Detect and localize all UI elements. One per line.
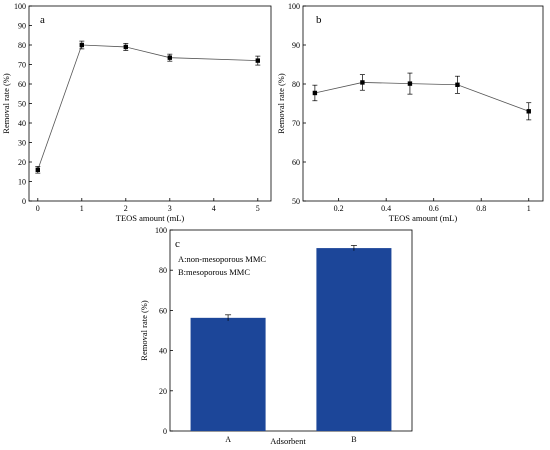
data-point-b [360,80,365,85]
data-point-a [35,167,40,172]
data-point-a [123,44,128,50]
y-tick-label-a: 70 [18,61,26,70]
data-point-b [312,90,318,96]
x-tick-label-a: 0 [36,204,40,213]
y-ticks-b: 50 60 70 80 90 100 [288,2,306,206]
x-tick-label-c: B [351,435,356,444]
x-tick-label-b: 0.2 [334,204,344,213]
x-axis-label-c: Adsorbent [270,436,306,446]
y-ticks-c: 0 20 40 60 80 100 [155,226,173,436]
y-tick-label-b: 70 [292,119,300,128]
x-tick-label-b: 0.4 [381,204,391,213]
y-tick-label-b: 80 [292,80,300,89]
panel-label-c: c [175,238,180,250]
legend-line-a: A:non-mesoporous MMC [178,254,266,264]
legend-line-b: B:mesoporous MMC [178,267,250,277]
plot-frame-b [302,5,544,202]
y-tick-label-b: 90 [292,41,300,50]
y-tick-label-a: 60 [18,80,26,89]
x-ticks-a: 0 1 2 3 4 5 [36,198,260,213]
panel-label-a: a [40,14,45,26]
chart-panel-c: c A:non-mesoporous MMC B:mesoporous MMC … [139,226,413,446]
y-axis-label-c: Removal rate (%) [139,300,149,361]
x-tick-label-b: 0.6 [429,204,439,213]
y-axis-label-a: Removal rate (%) [1,73,11,134]
x-tick-label-a: 5 [256,204,260,213]
x-ticks-b: 0.2 0.4 0.6 0.8 1 [334,198,531,213]
y-axis-label-b: Removal rate (%) [276,73,286,134]
y-tick-label-c: 40 [159,347,167,356]
plot-frame-a [28,5,272,202]
plot-frame-c [169,229,413,432]
x-tick-label-a: 4 [212,204,216,213]
y-tick-label-c: 20 [159,387,167,396]
bar-B [316,248,392,431]
y-tick-label-a: 50 [18,100,26,109]
x-axis-label-a: TEOS amount (mL) [116,213,185,223]
data-marks-b [312,72,532,121]
x-axis-label-b: TEOS amount (mL) [389,213,458,223]
data-marks-c [190,245,392,431]
y-tick-label-b: 60 [292,158,300,167]
chart-panel-a: a TEOS amount (mL) Removal rate (%) 0 1 2 3… [1,2,272,223]
y-tick-label-a: 90 [18,22,26,31]
y-tick-label-c: 60 [159,306,167,315]
y-tick-label-c: 0 [163,427,167,436]
x-tick-label-a: 3 [168,204,172,213]
y-tick-label-a: 30 [18,139,26,148]
y-tick-label-a: 100 [14,2,26,11]
data-point-a [255,58,260,63]
y-tick-label-a: 40 [18,119,26,128]
y-tick-label-c: 100 [155,226,167,235]
y-tick-label-a: 20 [18,158,26,167]
data-marks-a [35,40,261,174]
y-tick-label-a: 80 [18,41,26,50]
y-ticks-a: 0 10 20 30 40 50 60 70 80 90 100 [14,2,32,206]
x-tick-label-c: A [225,435,231,444]
data-point-b [526,109,531,114]
panel-label-b: b [316,14,322,26]
data-point-b [407,81,413,86]
x-tick-label-b: 1 [527,204,531,213]
y-tick-label-b: 100 [288,2,300,11]
data-point-a [79,42,84,48]
data-point-b [455,82,460,87]
y-tick-label-a: 10 [18,178,26,187]
x-tick-label-a: 1 [80,204,84,213]
series-line-a [37,44,258,170]
bar-A [190,317,266,431]
x-tick-label-b: 0.8 [476,204,486,213]
y-tick-label-c: 80 [159,266,167,275]
y-tick-label-b: 50 [292,197,300,206]
chart-panel-b: b TEOS amount (mL) Removal rate (%) 0.2 0… [276,2,544,223]
x-tick-label-a: 2 [124,204,128,213]
y-tick-label-a: 0 [22,197,26,206]
series-line-b [314,82,529,112]
data-point-a [167,55,172,60]
